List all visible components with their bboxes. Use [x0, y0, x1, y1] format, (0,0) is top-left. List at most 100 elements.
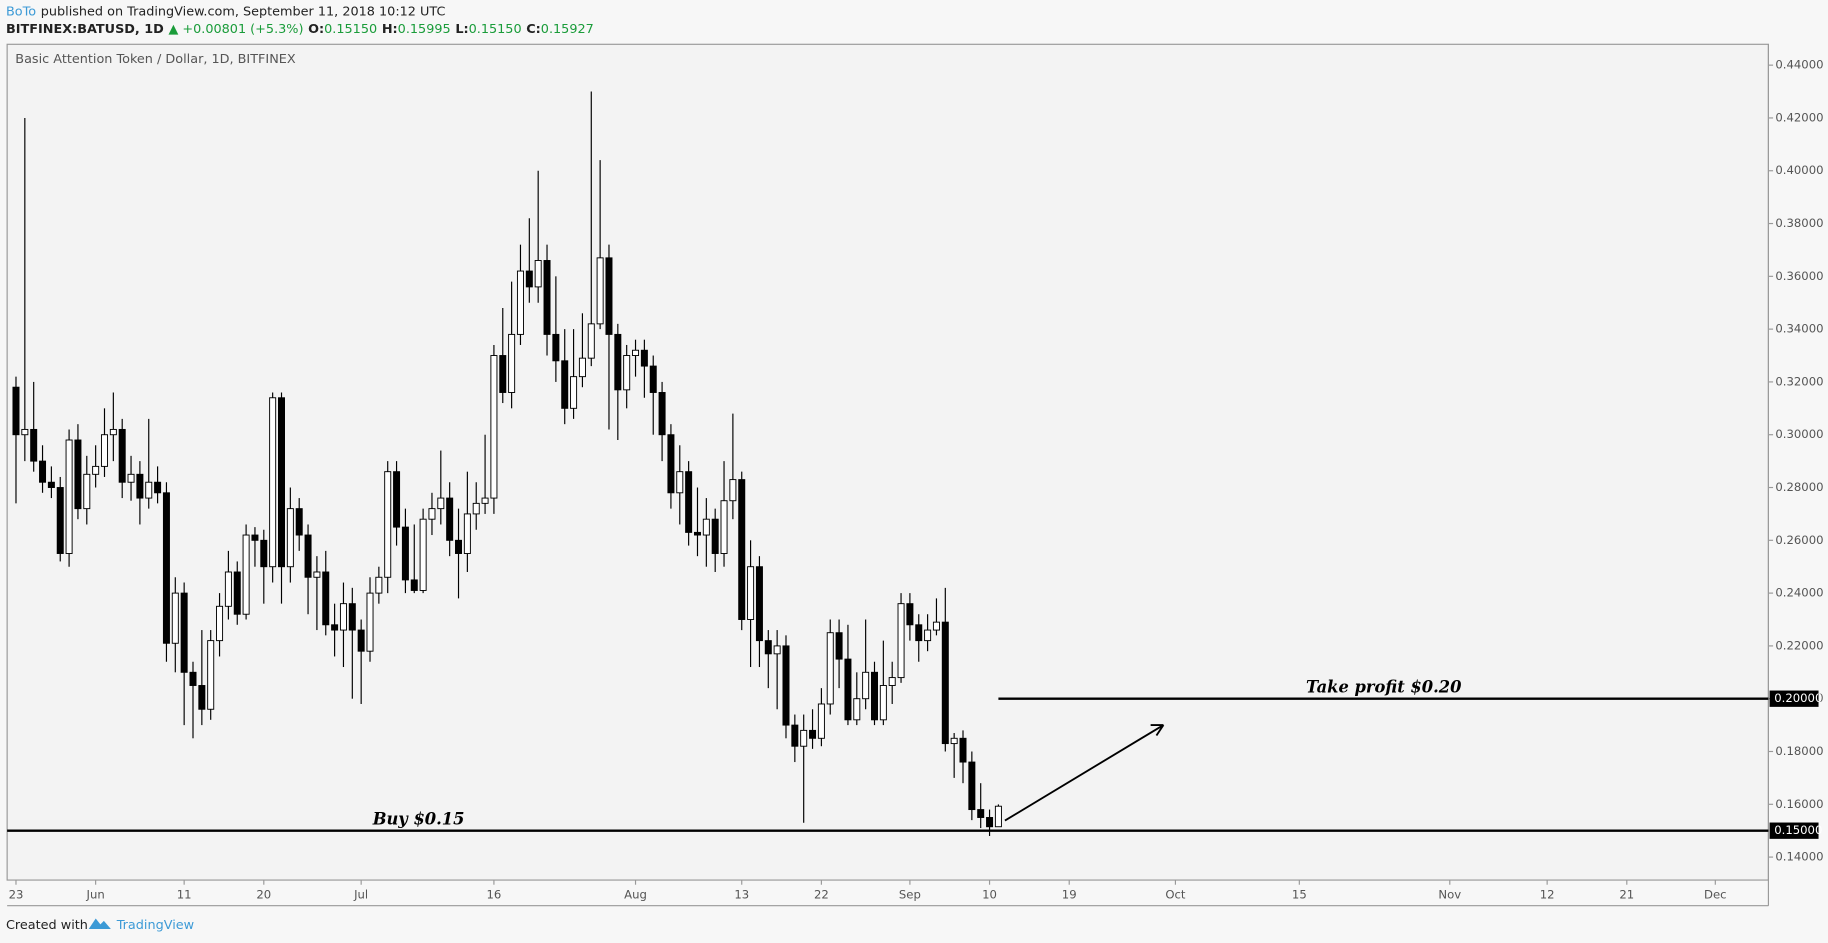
x-tick-label: 16	[487, 888, 502, 902]
candle-body	[915, 624, 923, 642]
candle-body	[552, 333, 560, 362]
candle-body	[977, 809, 985, 818]
candle-body	[322, 571, 330, 626]
candle-body	[853, 698, 861, 721]
candle-body	[844, 658, 852, 721]
y-tick-label: 0.36000	[1775, 269, 1823, 283]
candle-body	[375, 576, 383, 594]
footer-brand[interactable]: TradingView	[116, 918, 194, 933]
candle-body	[906, 603, 914, 626]
candle-body	[525, 270, 533, 288]
candle-body	[437, 497, 445, 510]
candle-body	[667, 434, 675, 494]
candle-body	[331, 624, 339, 631]
x-tick-label: 21	[1619, 888, 1634, 902]
candle-body	[499, 355, 507, 393]
price-tag-label: 0.15000	[1774, 823, 1822, 837]
annotation-text: Take profit $0.20	[1306, 678, 1462, 697]
candle-body	[764, 640, 772, 655]
candle-body	[286, 508, 294, 568]
candle-body	[897, 603, 905, 679]
candle-body	[410, 579, 418, 591]
candle-body	[587, 323, 595, 359]
candle-body	[455, 539, 463, 554]
y-tick-label: 0.40000	[1775, 163, 1823, 177]
candle-body	[251, 534, 259, 541]
x-tick-label: 11	[177, 888, 192, 902]
candle-body	[835, 632, 843, 660]
candle-body	[419, 518, 427, 591]
candle-body	[614, 333, 622, 391]
x-tick-label: 12	[1540, 888, 1555, 902]
candle-body	[826, 632, 834, 705]
candle-body	[640, 349, 648, 367]
plot-area	[6, 43, 1769, 881]
candle-body	[278, 397, 286, 568]
x-tick-label: 22	[814, 888, 829, 902]
candle-body	[242, 534, 250, 615]
price-tag-label: 0.20000	[1774, 691, 1822, 705]
arrow	[1004, 724, 1165, 822]
candle-body	[304, 534, 312, 578]
candle-body	[508, 333, 516, 393]
y-tick-label: 0.24000	[1775, 586, 1823, 600]
price-tag	[1769, 690, 1819, 707]
logo	[88, 918, 111, 930]
x-tick-label: 13	[734, 888, 749, 902]
ohlc-value: 0.15150	[324, 22, 377, 37]
candle-body	[649, 365, 657, 393]
ohlc-value: 0.15927	[541, 22, 594, 37]
candle-body	[720, 500, 728, 554]
x-tick-label: Nov	[1438, 888, 1461, 902]
candle-body	[570, 376, 578, 409]
candle-body	[809, 729, 817, 739]
candle-body	[47, 481, 55, 488]
x-tick-label: 15	[1292, 888, 1307, 902]
candle-body	[773, 645, 781, 655]
x-tick-label: 10	[982, 888, 997, 902]
candle-body	[463, 513, 471, 554]
candle-body	[109, 428, 117, 436]
header-line: BoTo published on TradingView.com, Septem…	[6, 4, 445, 19]
annotation-text: Buy $0.15	[372, 810, 465, 829]
candle-body	[516, 270, 524, 335]
candle-body	[295, 508, 303, 536]
candle-body	[932, 621, 940, 631]
author[interactable]: BoTo	[6, 4, 36, 19]
candle-body	[950, 737, 958, 745]
candle-body	[21, 428, 29, 436]
candle-body	[136, 473, 144, 499]
candle-body	[127, 473, 135, 483]
x-tick-label: 19	[1062, 888, 1077, 902]
candle-body	[154, 481, 162, 494]
candle-body	[623, 355, 631, 391]
candle-body	[800, 729, 808, 747]
price-tag	[1769, 822, 1819, 839]
candle-body	[596, 257, 604, 325]
change: ▲ +0.00801 (+5.3%)	[168, 22, 303, 37]
candle-body	[30, 428, 38, 462]
candle-body	[658, 392, 666, 436]
y-tick-label: 0.38000	[1775, 216, 1823, 230]
candle-body	[260, 539, 268, 568]
candle-body	[676, 471, 684, 494]
candle-body	[348, 603, 356, 631]
candle-body	[189, 671, 197, 686]
y-tick-label: 0.30000	[1775, 427, 1823, 441]
x-tick-label: Jun	[86, 888, 105, 902]
x-tick-label: 23	[9, 888, 24, 902]
candle-body	[986, 817, 994, 828]
candle-body	[401, 526, 409, 581]
footer-created: Created with	[6, 918, 88, 933]
y-tick-label: 0.44000	[1775, 58, 1823, 72]
candle-body	[782, 645, 790, 726]
candle-body	[171, 592, 179, 644]
y-tick-label: 0.42000	[1775, 110, 1823, 124]
y-tick-label: 0.14000	[1775, 850, 1823, 864]
candle-body	[180, 592, 188, 673]
candle-body	[446, 497, 454, 541]
candle-body	[747, 566, 755, 620]
candle-body	[755, 566, 763, 642]
candle-body	[543, 260, 551, 335]
